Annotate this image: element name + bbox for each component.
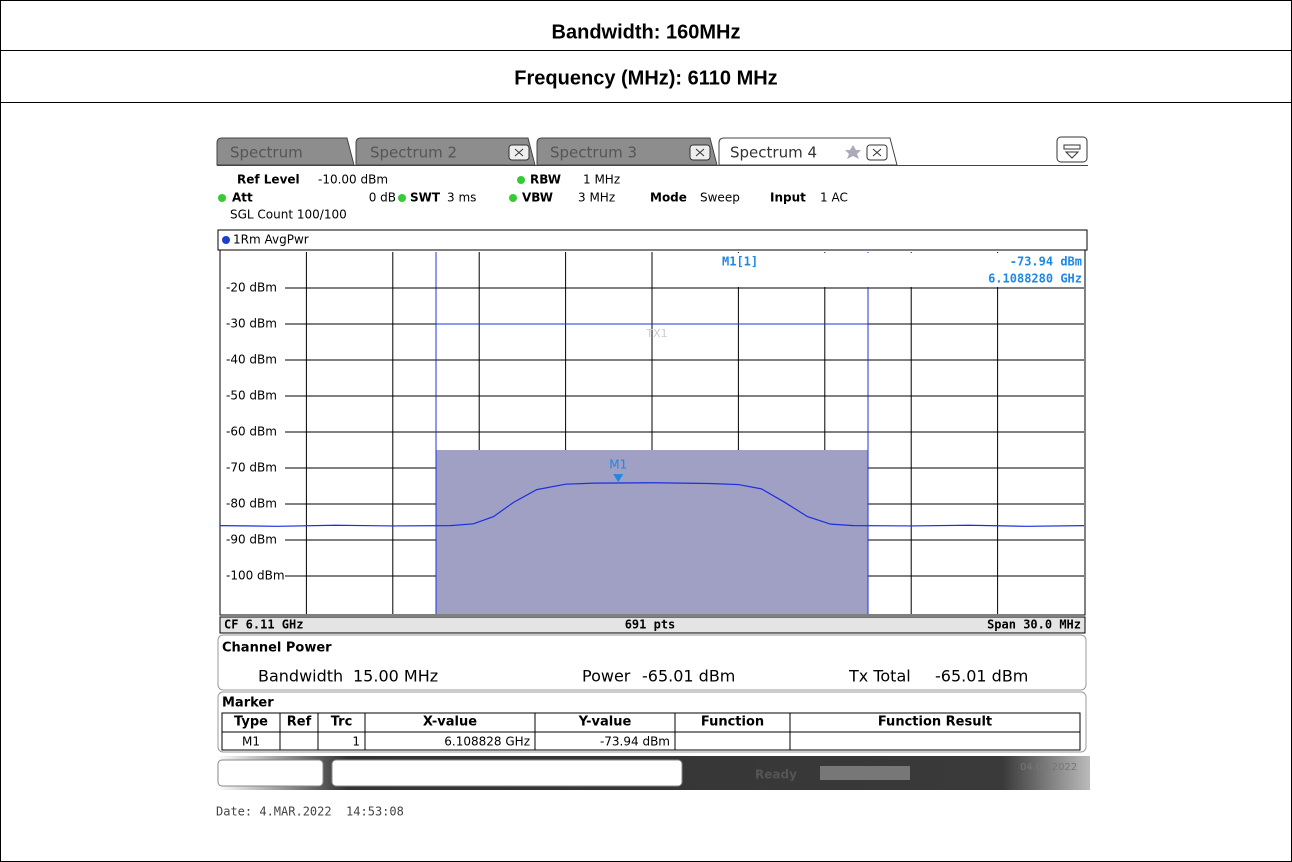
star-icon — [845, 145, 861, 159]
tab-label: Spectrum 4 — [730, 144, 817, 162]
column-header: Function — [701, 715, 764, 730]
label: 6.108828 GHz — [444, 735, 530, 749]
label: 3 MHz — [578, 191, 615, 205]
label: 1Rm AvgPwr — [233, 233, 309, 247]
label: M1 — [242, 735, 260, 749]
status-box[interactable] — [331, 759, 683, 787]
label: Sweep — [700, 191, 740, 205]
label-bg — [222, 460, 284, 476]
readout-bg — [720, 253, 1083, 287]
label: 1 — [352, 735, 360, 749]
tab[interactable] — [355, 137, 536, 166]
y-tick-label: -20 dBm — [226, 281, 277, 295]
marker — [613, 474, 624, 483]
status-dot — [517, 176, 525, 184]
column-header: X-value — [423, 715, 477, 730]
label-bg — [222, 496, 284, 512]
tab[interactable] — [216, 137, 355, 166]
label-bg — [222, 424, 284, 440]
tab-active[interactable] — [718, 137, 898, 166]
tabs — [216, 136, 1088, 166]
channel-area — [436, 450, 868, 614]
label: Power — [582, 667, 631, 686]
column-header: Trc — [331, 715, 353, 730]
label: SWT — [410, 191, 441, 205]
label-bg — [222, 316, 284, 332]
label: Input — [770, 191, 806, 205]
header-subtitle: Frequency (MHz): 6110 MHz — [514, 67, 777, 89]
tab-label: Spectrum — [230, 144, 303, 162]
marker-y: -73.94 dBm — [1010, 255, 1082, 269]
label: 3 ms — [447, 191, 476, 205]
close-icon — [695, 148, 705, 157]
channel-power-panel — [217, 634, 1087, 691]
y-tick-label: -40 dBm — [226, 353, 277, 367]
marker-label: M1 — [609, 458, 627, 472]
label: -73.94 dBm — [600, 735, 670, 749]
y-tick-label: -100 dBm — [226, 569, 285, 583]
date: Date: 4.MAR.2022 14:53:08 — [216, 805, 404, 819]
limit-label: TX1 — [645, 327, 667, 340]
y-tick-label: -50 dBm — [226, 389, 277, 403]
label: Marker — [222, 696, 274, 711]
label: Bandwidth — [258, 667, 343, 686]
label: -65.01 dBm — [642, 667, 735, 686]
status-dot — [222, 236, 230, 244]
label-bg — [222, 280, 284, 296]
label-bg — [222, 352, 284, 368]
label-bg — [222, 568, 284, 584]
plot-footer — [219, 616, 1086, 634]
y-tick-label: -80 dBm — [226, 497, 277, 511]
label: Mode — [650, 191, 687, 205]
label: 1 AC — [820, 191, 848, 205]
column-header: Type — [234, 715, 268, 730]
label-bg — [222, 532, 284, 548]
column-header: Function Result — [878, 715, 992, 730]
menu-icon — [1063, 144, 1081, 159]
marker-x: 6.1088280 GHz — [988, 272, 1082, 286]
label: 04.03.2022 — [1020, 762, 1077, 773]
y-tick-label: -30 dBm — [226, 317, 277, 331]
label: SGL Count 100/100 — [230, 208, 347, 222]
label: VBW — [522, 191, 553, 205]
label: 0 dB — [369, 191, 396, 205]
trace-bar — [217, 229, 1088, 251]
status-dot — [218, 194, 226, 202]
column-header: Y-value — [578, 715, 632, 730]
tab-label: Spectrum 3 — [550, 144, 637, 162]
status-box[interactable] — [217, 759, 324, 787]
tab-label: Spectrum 2 — [370, 144, 457, 162]
marker-readout: M1[1] — [722, 255, 758, 269]
progress-bar — [820, 766, 910, 780]
status-dot — [398, 194, 406, 202]
label: 1 MHz — [583, 173, 620, 187]
label: RBW — [530, 173, 561, 187]
column-header: Ref — [287, 715, 312, 730]
label: -65.01 dBm — [935, 667, 1028, 686]
label: Span 30.0 MHz — [987, 618, 1081, 632]
y-tick-label: -70 dBm — [226, 461, 277, 475]
label-bg — [222, 388, 284, 404]
status-dot — [509, 194, 517, 202]
label: Channel Power — [222, 641, 332, 656]
label: Att — [232, 191, 253, 205]
label: Ref Level — [237, 173, 300, 187]
label: -10.00 dBm — [318, 173, 388, 187]
label: CF 6.11 GHz — [224, 618, 303, 632]
label: 15.00 MHz — [353, 667, 438, 686]
label: 691 pts — [625, 618, 676, 632]
label: Tx Total — [848, 667, 911, 686]
y-tick-label: -90 dBm — [226, 533, 277, 547]
label: Ready — [755, 768, 797, 782]
tab[interactable] — [536, 137, 718, 166]
trace — [219, 482, 1085, 527]
y-tick-label: -60 dBm — [226, 425, 277, 439]
close-icon — [514, 148, 524, 157]
header-title: Bandwidth: 160MHz — [552, 21, 741, 43]
close-icon — [872, 148, 882, 157]
